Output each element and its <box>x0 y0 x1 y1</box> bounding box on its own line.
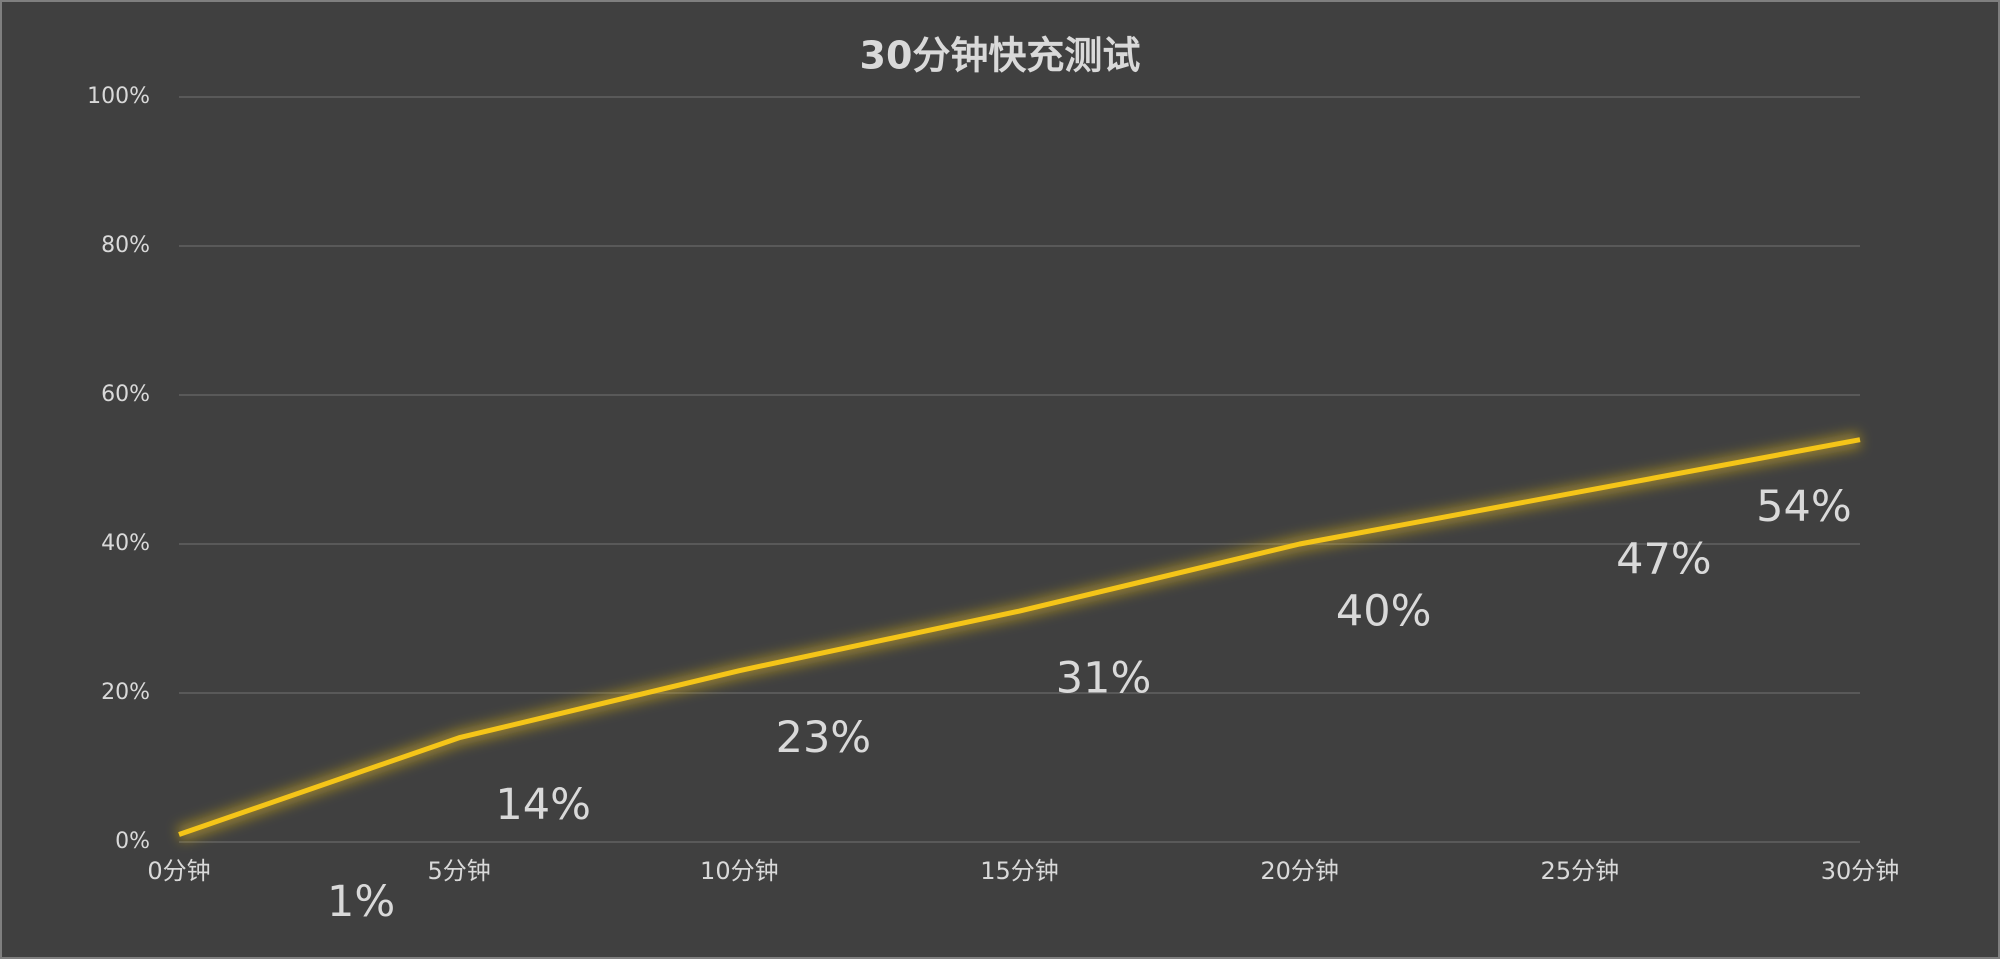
x-tick-label: 0分钟 <box>147 857 210 885</box>
data-label: 23% <box>776 713 872 763</box>
y-tick-label: 100% <box>87 84 150 109</box>
y-tick-label: 0% <box>115 829 150 854</box>
data-label: 1% <box>327 877 395 927</box>
x-tick-label: 10分钟 <box>700 857 779 885</box>
x-tick-label: 15分钟 <box>980 857 1059 885</box>
chart-title: 30分钟快充测试 <box>860 34 1141 78</box>
x-tick-label: 5分钟 <box>428 857 491 885</box>
x-tick-label: 25分钟 <box>1541 857 1620 885</box>
y-tick-label: 60% <box>101 382 150 407</box>
x-tick-label: 20分钟 <box>1260 857 1339 885</box>
y-tick-label: 40% <box>101 531 150 556</box>
x-tick-label: 30分钟 <box>1821 857 1900 885</box>
data-label: 54% <box>1756 482 1852 532</box>
data-label: 31% <box>1056 654 1152 704</box>
data-label: 14% <box>495 780 591 830</box>
line <box>178 437 1861 837</box>
data-label: 40% <box>1336 587 1432 637</box>
data-label: 47% <box>1616 534 1712 584</box>
y-tick-label: 20% <box>101 680 150 705</box>
y-tick-label: 80% <box>101 233 150 258</box>
